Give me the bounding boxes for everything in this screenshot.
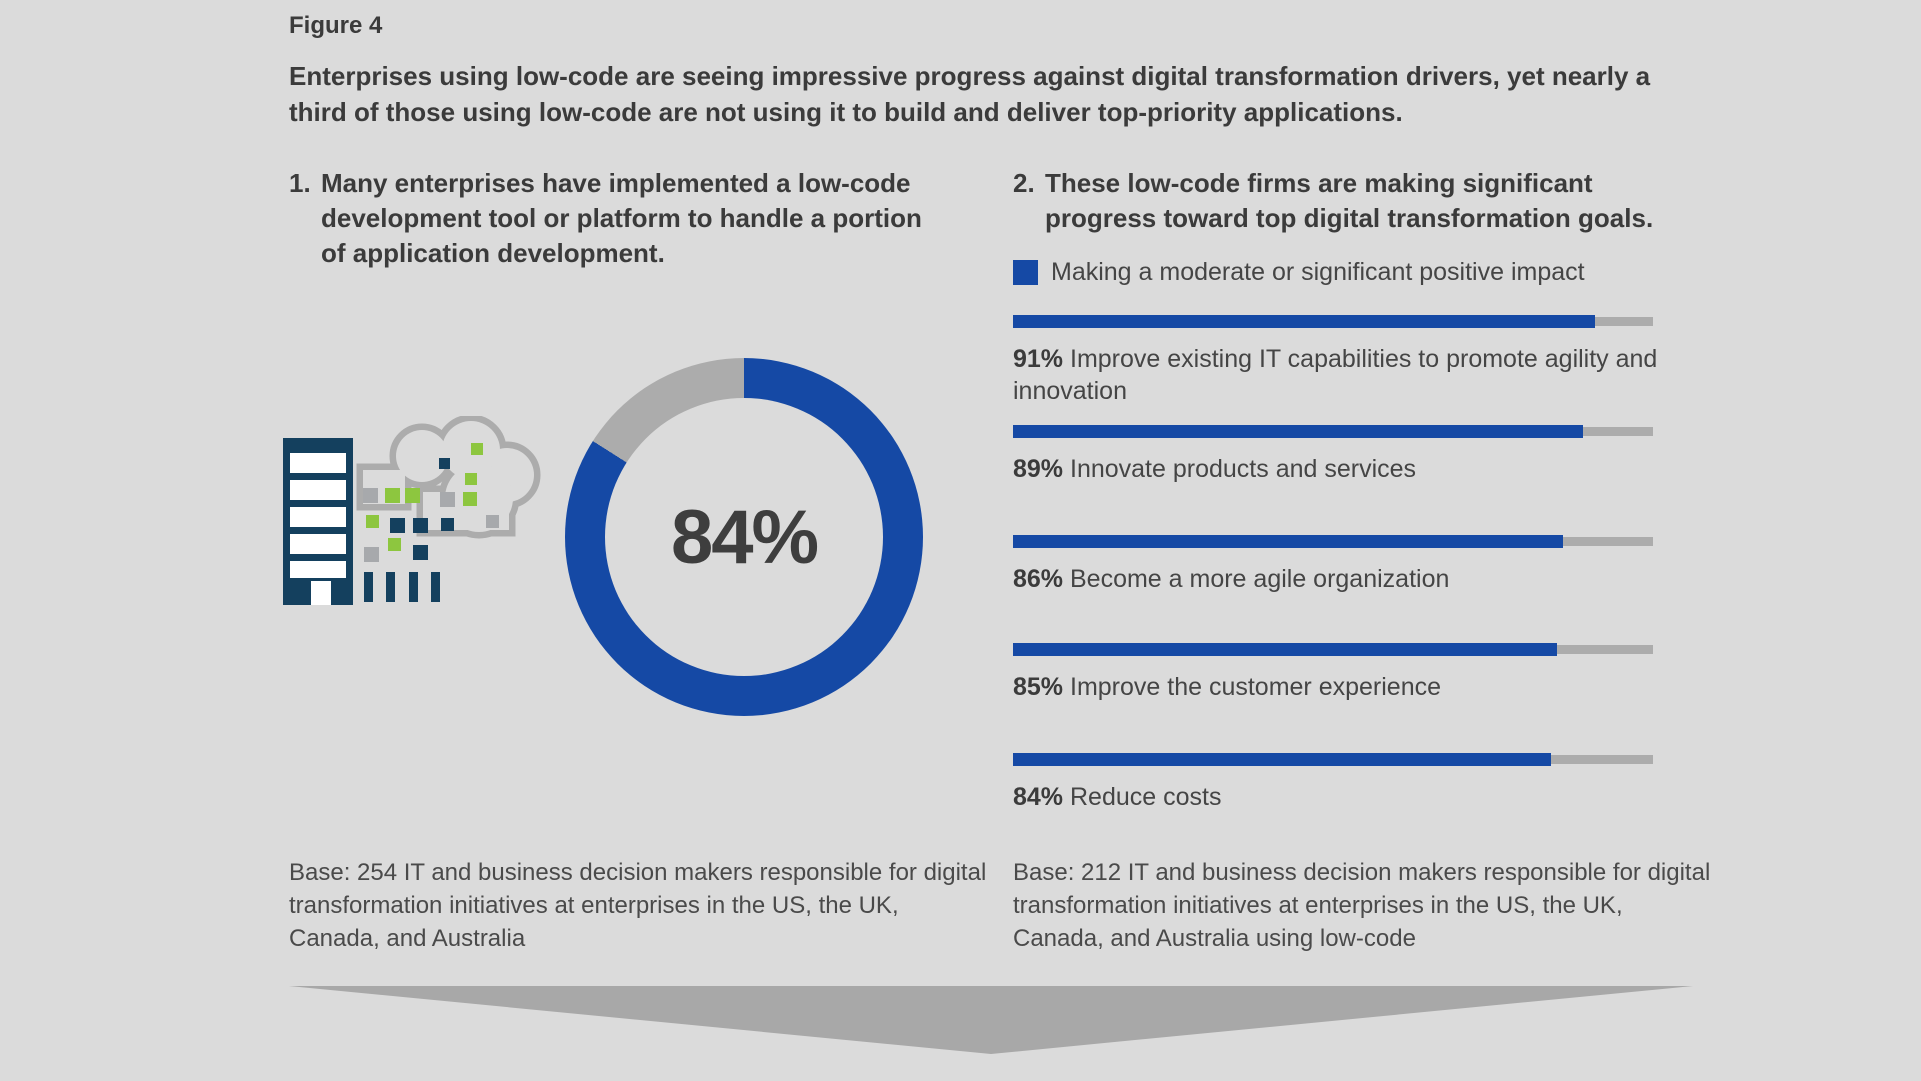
left-base-note: Base: 254 IT and business decision maker… <box>289 859 987 952</box>
bar-label: 84% Reduce costs <box>1013 781 1689 813</box>
bar-label: 85% Improve the customer experience <box>1013 671 1689 703</box>
bar-text: Become a more agile organization <box>1070 565 1450 593</box>
bar-track <box>1013 425 1653 438</box>
building-icon <box>283 438 353 605</box>
bar-label: 86% Become a more agile organization <box>1013 563 1689 595</box>
legend-label: Making a moderate or significant positiv… <box>1051 258 1585 286</box>
bar-percent: 86% <box>1013 565 1064 593</box>
bar-text: Improve existing IT capabilities to prom… <box>1013 345 1658 405</box>
bar-percent: 91% <box>1013 345 1064 373</box>
bar-percent: 84% <box>1013 783 1064 811</box>
bar-fill <box>1013 643 1557 656</box>
down-arrow-shape <box>289 986 1693 1054</box>
figure-label: Figure 4 <box>289 12 383 39</box>
bar-percent: 85% <box>1013 673 1064 701</box>
bar-track <box>1013 315 1653 328</box>
bar-label: 91% Improve existing IT capabilities to … <box>1013 343 1689 407</box>
legend-square-swatch <box>1013 260 1038 285</box>
bar-percent: 89% <box>1013 455 1064 483</box>
donut-chart: 84% <box>565 358 923 716</box>
figure-title: Enterprises using low-code are seeing im… <box>289 61 1651 127</box>
legend: Making a moderate or significant positiv… <box>1013 258 1585 287</box>
building-cloud-svg <box>283 416 541 605</box>
panel-transformation-goals: 2. These low-code firms are making signi… <box>1013 166 1710 952</box>
panel-low-code-adoption: 1. Many enterprises have implemented a l… <box>283 166 986 952</box>
left-panel-heading: 1. Many enterprises have implemented a l… <box>289 166 949 271</box>
bar-track <box>1013 535 1653 548</box>
donut-center-value: 84% <box>670 494 819 580</box>
bar-row: 85% Improve the customer experience <box>1013 643 1691 703</box>
bar-text: Innovate products and services <box>1070 455 1417 483</box>
donut-hole: 84% <box>605 398 883 676</box>
bar-row: 89% Innovate products and services <box>1013 425 1691 485</box>
bar-row: 91% Improve existing IT capabilities to … <box>1013 315 1691 407</box>
left-heading-number: 1. <box>289 168 311 198</box>
down-arrow-triangle <box>289 986 1693 1054</box>
bar-track <box>1013 643 1653 656</box>
bar-text: Improve the customer experience <box>1070 673 1442 701</box>
bar-row: 86% Become a more agile organization <box>1013 535 1691 595</box>
bar-fill <box>1013 535 1564 548</box>
right-heading-text: These low-code firms are making signific… <box>1045 168 1654 233</box>
bar-track <box>1013 753 1653 766</box>
bar-label: 89% Innovate products and services <box>1013 453 1689 485</box>
left-heading-text: Many enterprises have implemented a low-… <box>321 168 922 268</box>
bar-fill <box>1013 753 1551 766</box>
right-panel-heading: 2. These low-code firms are making signi… <box>1013 166 1673 236</box>
bar-fill <box>1013 425 1583 438</box>
pixel-squares <box>363 443 499 602</box>
right-heading-number: 2. <box>1013 168 1035 198</box>
bar-row: 84% Reduce costs <box>1013 753 1691 813</box>
building-cloud-pixels-icon <box>283 416 553 612</box>
right-base-note: Base: 212 IT and business decision maker… <box>1013 859 1711 952</box>
bar-fill <box>1013 315 1596 328</box>
bar-text: Reduce costs <box>1070 783 1222 811</box>
